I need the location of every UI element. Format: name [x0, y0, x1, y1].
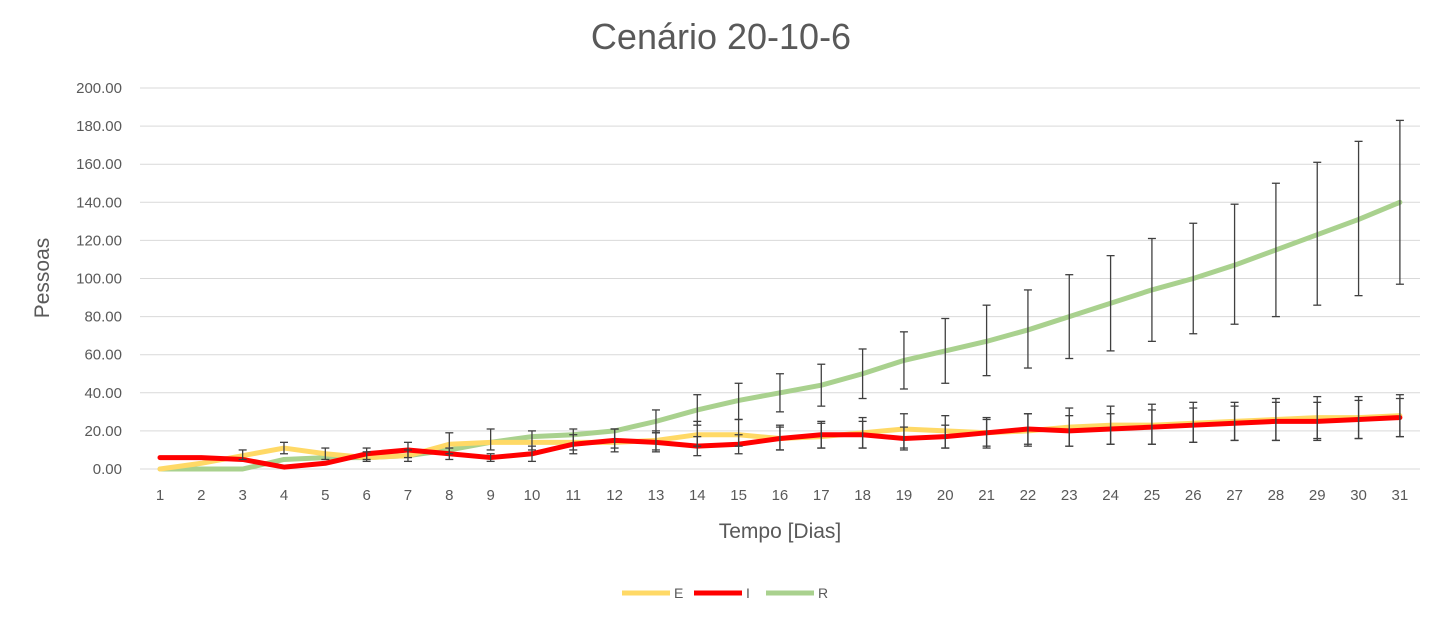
y-axis-title: Pessoas [31, 238, 54, 319]
legend-label: I [746, 585, 750, 601]
x-tick-label: 10 [524, 487, 541, 504]
x-tick-label: 20 [937, 487, 954, 504]
x-tick-label: 22 [1020, 487, 1037, 504]
legend-label: R [818, 585, 828, 601]
x-tick-label: 26 [1185, 487, 1202, 504]
y-tick-label: 160.00 [76, 156, 122, 173]
legend-item-I[interactable]: I [694, 585, 750, 601]
x-tick-label: 17 [813, 487, 830, 504]
y-tick-label: 80.00 [84, 309, 122, 326]
x-tick-label: 5 [321, 487, 329, 504]
x-tick-label: 12 [606, 487, 623, 504]
x-tick-label: 1 [156, 487, 164, 504]
x-tick-label: 29 [1309, 487, 1326, 504]
x-tick-label: 27 [1226, 487, 1243, 504]
y-tick-label: 0.00 [93, 461, 122, 478]
chart-title: Cenário 20-10-6 [591, 16, 851, 57]
x-tick-label: 8 [445, 487, 453, 504]
y-tick-label: 100.00 [76, 271, 122, 288]
x-tick-label: 28 [1268, 487, 1285, 504]
x-tick-label: 6 [362, 487, 370, 504]
x-tick-label: 3 [238, 487, 246, 504]
x-tick-label: 19 [896, 487, 913, 504]
legend-label: E [674, 585, 683, 601]
x-tick-label: 4 [280, 487, 288, 504]
x-tick-label: 31 [1392, 487, 1409, 504]
x-tick-label: 21 [978, 487, 995, 504]
y-tick-label: 120.00 [76, 232, 122, 249]
x-tick-label: 16 [772, 487, 789, 504]
y-tick-label: 60.00 [84, 347, 122, 364]
x-tick-label: 14 [689, 487, 706, 504]
y-tick-label: 140.00 [76, 194, 122, 211]
x-axis-ticks: 1 2 3 4 5 6 7 8 9 10 11 12 13 14 15 16 17 18 19 20 21 22 23 24 2… [156, 487, 1408, 504]
y-tick-label: 180.00 [76, 118, 122, 135]
x-axis-title: Tempo [Dias] [719, 520, 842, 543]
x-tick-label: 2 [197, 487, 205, 504]
x-tick-label: 9 [486, 487, 494, 504]
legend-item-R[interactable]: R [766, 585, 828, 601]
y-tick-label: 200.00 [76, 80, 122, 97]
x-tick-label: 11 [566, 487, 582, 504]
gridlines [140, 87, 1420, 470]
x-tick-label: 15 [730, 487, 747, 504]
y-axis-ticks: 0.00 20.00 40.00 60.00 80.00 100.00 120.00 140.… [76, 80, 122, 478]
error-bars [238, 119, 1404, 463]
x-tick-label: 7 [404, 487, 412, 504]
y-tick-label: 40.00 [84, 385, 122, 402]
x-tick-label: 23 [1061, 487, 1078, 504]
legend-item-E[interactable]: E [622, 585, 683, 601]
y-tick-label: 20.00 [84, 423, 122, 440]
x-tick-label: 30 [1350, 487, 1367, 504]
x-tick-label: 25 [1144, 487, 1161, 504]
x-tick-label: 13 [648, 487, 665, 504]
x-tick-label: 24 [1102, 487, 1119, 504]
x-tick-label: 18 [854, 487, 871, 504]
